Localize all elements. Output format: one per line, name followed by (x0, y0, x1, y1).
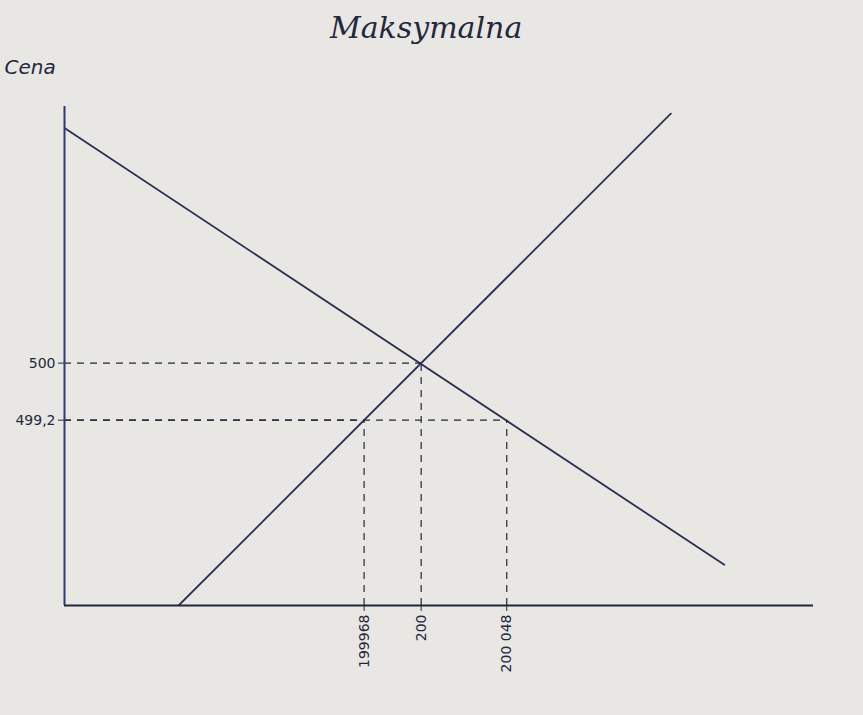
svg-text:199968: 199968 (356, 615, 372, 668)
svg-text:499,2: 499,2 (15, 412, 55, 428)
svg-text:Cena: Cena (5, 56, 56, 79)
svg-text:500: 500 (29, 355, 56, 371)
svg-text:200: 200 (413, 615, 429, 642)
svg-text:200 048: 200 048 (498, 615, 514, 673)
html-text:Maksymalna: Maksymalna (330, 10, 523, 45)
